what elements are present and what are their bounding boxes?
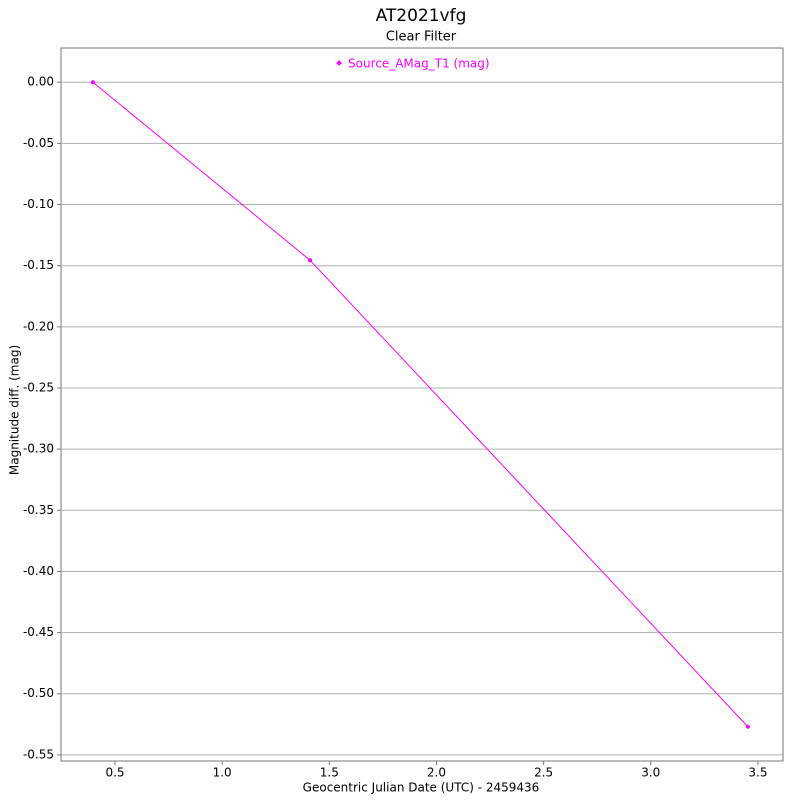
x-tick-label: 1.5 <box>320 766 339 780</box>
legend-marker <box>336 60 342 66</box>
x-tick-label: 1.0 <box>213 766 232 780</box>
data-point <box>745 724 750 729</box>
data-point <box>90 80 95 85</box>
legend-label: Source_AMag_T1 (mag) <box>348 57 490 71</box>
x-tick-label: 3.5 <box>748 766 767 780</box>
y-tick-label: -0.45 <box>23 625 54 639</box>
y-axis-label: Magnitude diff. (mag) <box>8 345 22 475</box>
y-tick-label: 0.00 <box>27 75 54 89</box>
y-tick-label: -0.35 <box>23 503 54 517</box>
x-tick-label: 0.5 <box>105 766 124 780</box>
x-tick-label: 3.0 <box>641 766 660 780</box>
y-tick-label: -0.15 <box>23 258 54 272</box>
y-tick-label: -0.05 <box>23 136 54 150</box>
chart-subtitle: Clear Filter <box>386 30 457 45</box>
y-tick-label: -0.10 <box>23 197 54 211</box>
data-point <box>308 258 313 263</box>
x-tick-label: 2.0 <box>427 766 446 780</box>
x-axis-label: Geocentric Julian Date (UTC) - 2459436 <box>303 781 540 795</box>
y-tick-label: -0.50 <box>23 686 54 700</box>
plot-frame <box>60 47 784 762</box>
x-tick-label: 2.5 <box>534 766 553 780</box>
series-line <box>92 81 749 728</box>
y-tick-label: -0.55 <box>23 747 54 761</box>
y-tick-label: -0.20 <box>23 319 54 333</box>
y-tick-label: -0.40 <box>23 564 54 578</box>
chart-title: AT2021vfg <box>376 6 467 26</box>
y-tick-label: -0.25 <box>23 380 54 394</box>
y-tick-label: -0.30 <box>23 442 54 456</box>
